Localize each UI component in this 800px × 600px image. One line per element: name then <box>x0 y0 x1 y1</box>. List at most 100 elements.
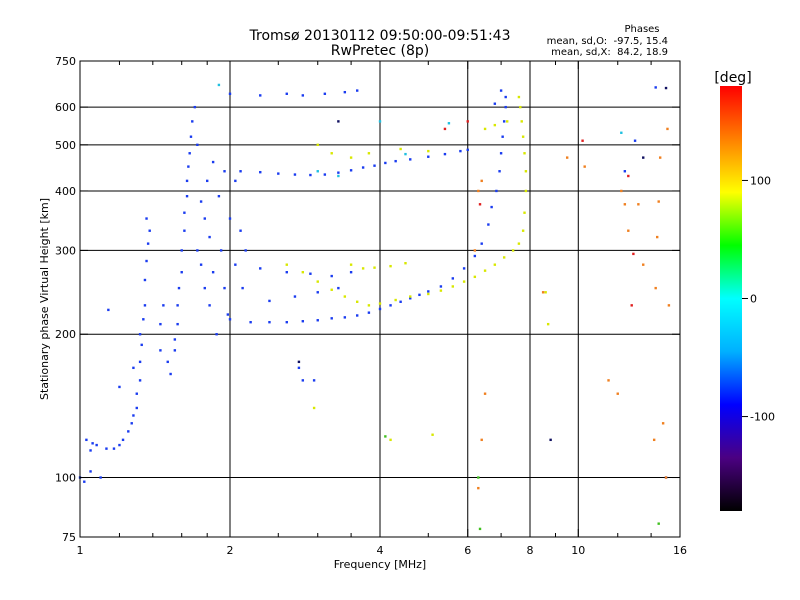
data-point <box>159 349 162 352</box>
data-point <box>127 430 130 433</box>
data-point <box>85 438 88 442</box>
data-point <box>367 311 371 314</box>
data-point <box>616 392 619 395</box>
data-point <box>316 280 319 283</box>
data-point <box>466 120 469 123</box>
data-point <box>183 229 186 232</box>
data-point <box>378 307 382 311</box>
data-point <box>501 135 504 138</box>
data-point <box>187 165 190 168</box>
data-point <box>349 263 353 266</box>
data-point <box>309 173 312 177</box>
x-tick-label: 10 <box>571 544 585 557</box>
data-point <box>549 438 552 442</box>
colorbar-ticks: 100 0 -100 <box>742 174 775 424</box>
data-point <box>502 120 506 123</box>
data-point <box>301 271 305 274</box>
data-point <box>208 304 211 307</box>
data-point <box>399 147 402 151</box>
data-point <box>655 235 659 239</box>
data-point <box>523 211 526 214</box>
data-point <box>664 476 668 479</box>
data-point <box>301 379 305 382</box>
data-point <box>657 200 660 203</box>
data-point <box>404 152 407 156</box>
data-point <box>337 120 340 123</box>
data-point <box>226 313 230 316</box>
data-point <box>451 285 455 288</box>
data-point <box>521 229 525 232</box>
data-point <box>297 366 301 370</box>
stats-line-o: mean, sd,O: -97.5, 15.4 <box>547 36 668 47</box>
data-point <box>188 152 191 155</box>
y-tick-labels: 75 100 200 300 400 500 600 750 <box>55 55 76 544</box>
data-point <box>504 95 507 99</box>
data-point <box>478 527 482 531</box>
scatter-points <box>78 83 671 531</box>
data-point <box>145 217 148 220</box>
data-point <box>493 102 497 105</box>
data-point <box>112 447 116 450</box>
data-point <box>228 318 232 321</box>
data-point <box>389 304 392 307</box>
data-point <box>268 320 271 324</box>
data-point <box>343 90 347 94</box>
data-point <box>118 443 121 447</box>
data-point <box>480 438 483 442</box>
data-point <box>228 92 232 95</box>
data-point <box>349 156 353 159</box>
data-point <box>378 120 382 123</box>
data-point <box>431 433 434 436</box>
data-point <box>249 320 252 324</box>
data-point <box>355 314 359 317</box>
data-point <box>664 86 668 90</box>
data-point <box>89 470 92 473</box>
data-point <box>173 349 177 352</box>
data-point <box>208 235 211 239</box>
data-point <box>89 449 92 452</box>
data-point <box>193 105 197 109</box>
data-point <box>546 322 550 326</box>
y-tick-label: 400 <box>55 185 76 198</box>
data-point <box>337 171 340 174</box>
data-point <box>477 476 480 479</box>
x-tick-label: 8 <box>527 544 534 557</box>
data-point <box>607 379 610 382</box>
data-point <box>462 267 466 270</box>
data-point <box>487 223 490 226</box>
data-point <box>521 135 525 138</box>
data-point <box>443 152 447 156</box>
data-point <box>502 256 506 259</box>
data-point <box>581 139 584 142</box>
data-point <box>189 135 193 138</box>
data-point <box>658 156 662 159</box>
stats-heading: Phases <box>624 24 659 35</box>
data-point <box>211 271 215 274</box>
data-point <box>343 316 347 319</box>
data-point <box>394 159 397 163</box>
data-point <box>95 443 98 447</box>
data-point <box>177 286 181 290</box>
data-point <box>259 94 262 97</box>
data-point <box>343 295 347 298</box>
data-point <box>166 360 169 364</box>
data-point <box>427 292 430 296</box>
data-point <box>623 170 627 173</box>
data-point <box>241 286 244 290</box>
data-point <box>145 259 148 263</box>
data-point <box>337 286 340 290</box>
data-point <box>637 203 640 206</box>
data-point <box>143 304 147 307</box>
data-point <box>483 127 487 131</box>
data-point <box>199 263 203 266</box>
data-point <box>517 95 521 99</box>
data-point <box>447 122 451 125</box>
data-point <box>439 289 443 292</box>
data-point <box>654 86 657 89</box>
data-point <box>361 267 365 270</box>
x-tick-label: 16 <box>673 544 687 557</box>
data-point <box>142 318 145 321</box>
data-point <box>427 155 430 158</box>
data-point <box>373 266 376 269</box>
data-point <box>384 161 387 165</box>
